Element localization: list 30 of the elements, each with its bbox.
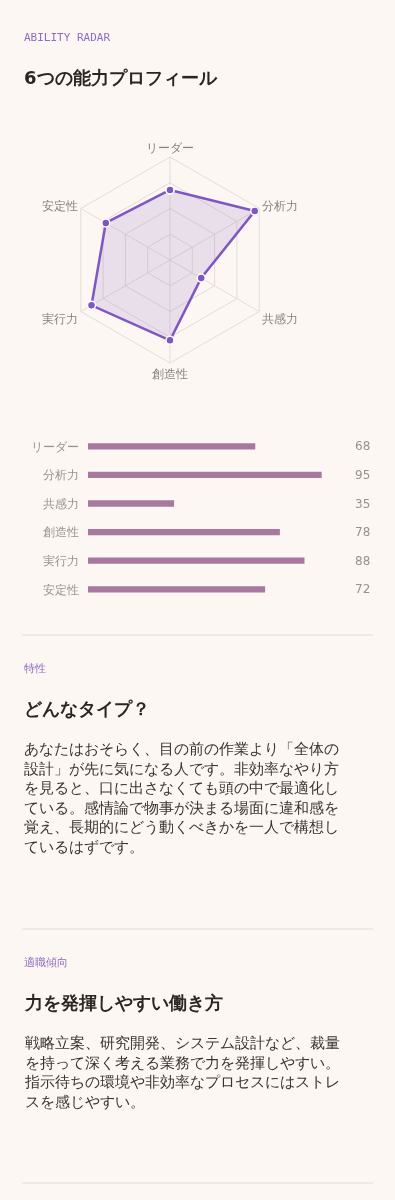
y-tick-label: 実行力 — [43, 553, 79, 568]
bar — [88, 471, 322, 479]
data-label: 95 — [355, 468, 371, 482]
spoke-label: 創造性 — [152, 366, 188, 381]
data-label: 35 — [355, 497, 371, 511]
text: 力を発揮しやすい働き方 — [24, 992, 223, 1013]
text: あなたはおそらく、目の前の作業より「全体の設計」が先に気になる人です。非効率なやり方を見ると、口に出さなくても頭の中で最適化している。感情論で物事が決まる場面に違和感を覚え、長期的にどう動くべきかを一人で構想しているはずです。 — [24, 740, 339, 856]
data-label: 68 — [355, 439, 371, 453]
bar — [88, 557, 305, 564]
y-tick-label: 分析力 — [43, 468, 79, 483]
spoke-label: リーダー — [146, 140, 194, 155]
spoke-label: 分析力 — [261, 198, 298, 213]
bar — [88, 528, 280, 536]
y-tick-label: 創造性 — [43, 525, 79, 540]
data-label: 88 — [355, 554, 371, 568]
chart-subtitle: ABILITY RADAR — [24, 31, 111, 44]
bar — [88, 443, 256, 450]
bar — [88, 586, 266, 593]
text: どんなタイプ？ — [24, 698, 150, 719]
y-tick-label: 共感力 — [43, 496, 79, 511]
data-label: 78 — [355, 525, 371, 539]
y-tick-label: 安定性 — [43, 582, 79, 597]
text: 適職傾向 — [24, 956, 68, 969]
chart-title: 6つの能力プロフィール — [24, 67, 218, 88]
data-label: 72 — [355, 582, 371, 596]
text: 特性 — [24, 662, 46, 675]
spoke-label: 共感力 — [261, 311, 298, 326]
bar — [88, 500, 175, 507]
text: 戦略立案、研究開発、システム設計など、裁量を持って深く考える業務で力を発揮しやすい。指示待ちの環境や非効率なプロセスにはストレスを感じやすい。 — [24, 1034, 340, 1111]
y-tick-label: リーダー — [31, 439, 79, 454]
